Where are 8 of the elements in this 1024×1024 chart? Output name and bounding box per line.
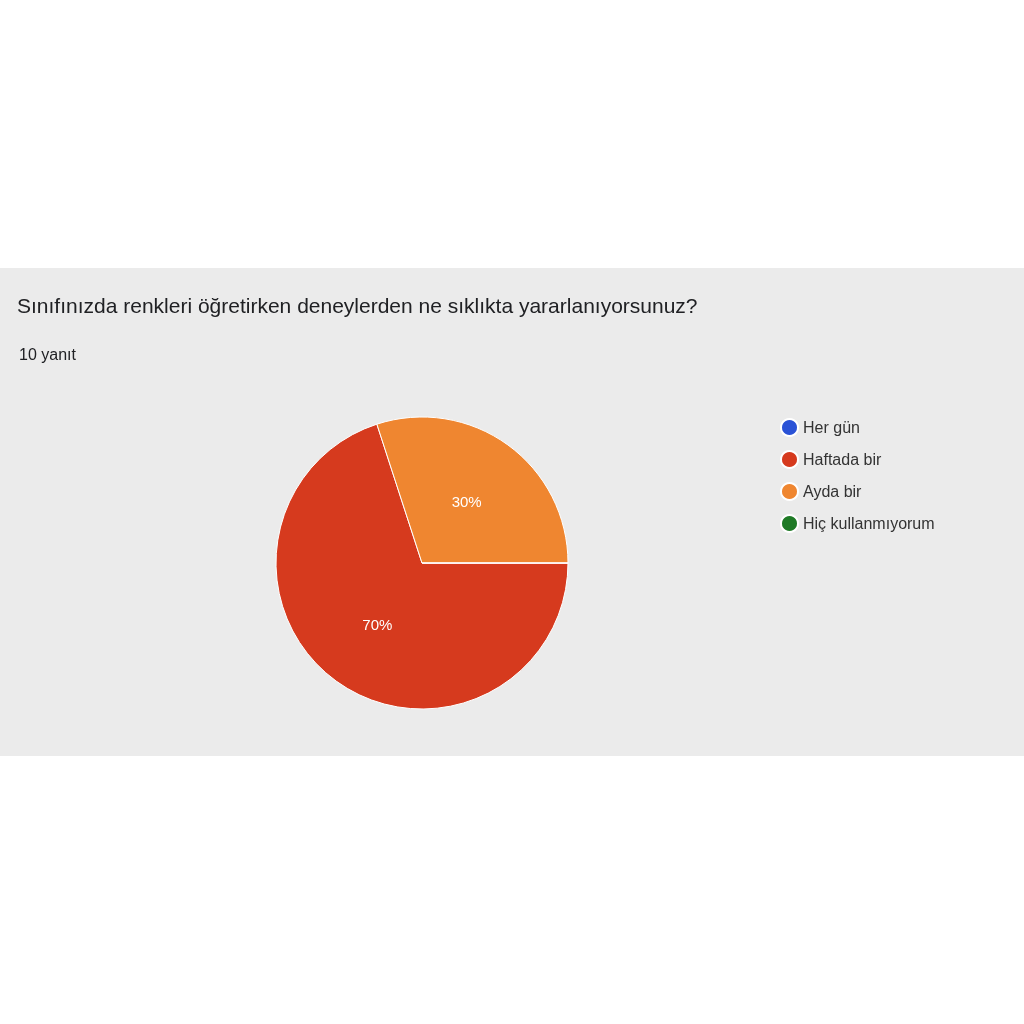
text: 10 yanıt (19, 345, 77, 363)
legend-label: Ayda bir (803, 483, 863, 500)
legend-label: Hiç kullanmıyorum (803, 515, 935, 532)
data-label: 30% (451, 493, 482, 511)
chart-title: Sınıfınızda renkleri öğretirken deneylerden ne sıklıkta yararlanıyorsunuz? (17, 294, 698, 317)
data-label: 70% (362, 615, 393, 633)
legend-label: Haftada bir (803, 451, 882, 468)
legend-label: Her gün (803, 419, 860, 436)
